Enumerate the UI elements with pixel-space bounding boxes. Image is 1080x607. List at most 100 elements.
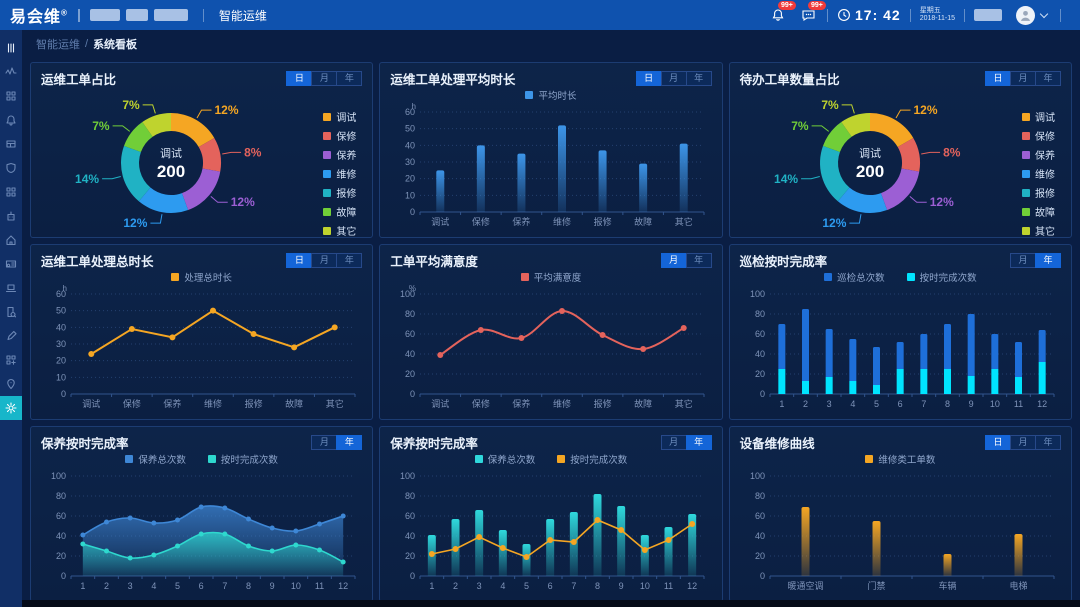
- timeframe-button[interactable]: 年: [685, 435, 712, 450]
- sidebar-item-2[interactable]: [0, 60, 22, 84]
- legend-item[interactable]: 按时完成次数: [557, 452, 627, 466]
- sidebar-item-14[interactable]: [0, 348, 22, 372]
- svg-text:3: 3: [128, 581, 133, 591]
- timeframe-button[interactable]: 年: [336, 253, 363, 268]
- timeframe-button[interactable]: 日: [635, 71, 662, 86]
- svg-text:报修: 报修: [594, 398, 612, 409]
- sidebar-item-8[interactable]: [0, 204, 22, 228]
- svg-text:80: 80: [56, 491, 66, 501]
- sidebar-item-5[interactable]: [0, 132, 22, 156]
- timeframe-button[interactable]: 年: [336, 435, 363, 450]
- timeframe-button[interactable]: 月: [311, 253, 338, 268]
- messages-button[interactable]: 99+: [798, 1, 826, 24]
- notifications-button[interactable]: 99+: [768, 1, 796, 24]
- legend-item[interactable]: 维修类工单数: [865, 452, 935, 466]
- sidebar-item-1[interactable]: [0, 36, 22, 60]
- sidebar-item-4[interactable]: [0, 108, 22, 132]
- timeframe-button[interactable]: 月: [660, 253, 687, 268]
- timeframe-button[interactable]: 月: [1010, 435, 1036, 450]
- svg-text:7: 7: [921, 399, 926, 409]
- legend-chip: [323, 188, 332, 197]
- sidebar-item-10[interactable]: [0, 252, 22, 276]
- user-avatar[interactable]: [1016, 5, 1035, 25]
- legend-item[interactable]: 平均时长: [525, 88, 577, 102]
- legend-item[interactable]: 报修: [1022, 185, 1055, 200]
- timeframe-button[interactable]: 月: [311, 71, 338, 86]
- legend-label: 报修: [1035, 189, 1055, 200]
- sidebar-item-11[interactable]: [0, 276, 22, 300]
- svg-text:80: 80: [755, 309, 765, 319]
- legend-item[interactable]: 保修: [1022, 128, 1055, 143]
- svg-text:保养: 保养: [513, 216, 531, 227]
- gear-icon: [5, 402, 17, 414]
- legend-item[interactable]: 保养总次数: [125, 452, 186, 466]
- legend-item[interactable]: 其它: [1022, 223, 1055, 237]
- legend-item[interactable]: 调试: [1022, 109, 1055, 124]
- svg-text:40: 40: [56, 531, 66, 541]
- nav-item-smart-ops[interactable]: 智能运维: [218, 8, 267, 23]
- timeframe-button[interactable]: 年: [336, 71, 363, 86]
- timeframe-button[interactable]: 日: [286, 253, 313, 268]
- divider: [964, 8, 965, 22]
- svg-text:11: 11: [1013, 399, 1022, 409]
- svg-text:20: 20: [755, 369, 765, 379]
- legend-item[interactable]: 按时完成次数: [207, 452, 278, 466]
- timeframe-button[interactable]: 年: [1035, 253, 1061, 268]
- legend-label: 调试: [1035, 113, 1055, 124]
- legend-item[interactable]: 其它: [323, 223, 356, 237]
- svg-text:调试: 调试: [82, 398, 100, 409]
- timeframe-button[interactable]: 月: [660, 71, 687, 86]
- legend-item[interactable]: 处理总时长: [171, 270, 232, 284]
- legend-chip: [906, 273, 915, 281]
- panel-2: 运维工单处理平均时长 日月年平均时长 0 10 20 30 40 50 60 调试 保修 保养 维修 报修…: [379, 62, 723, 238]
- svg-text:9: 9: [968, 399, 973, 409]
- timeframe-button[interactable]: 年: [685, 71, 712, 86]
- legend-item[interactable]: 平均满意度: [520, 270, 581, 284]
- svg-text:12: 12: [338, 581, 348, 591]
- home-icon: [6, 235, 16, 246]
- timeframe-button[interactable]: 月: [1010, 71, 1036, 86]
- legend-item[interactable]: 保养总次数: [474, 452, 535, 466]
- legend-item[interactable]: 维修: [323, 166, 356, 181]
- sidebar-item-13[interactable]: [0, 324, 22, 348]
- breadcrumb-parent[interactable]: 智能运维: [36, 39, 80, 51]
- legend-item[interactable]: 保养: [1022, 147, 1055, 162]
- panel-7: 保养按时完成率月年保养总次数 按时完成次数 0 20 40 60 80 100 1 2 3 4 5 6 7 8…: [30, 426, 374, 602]
- timeframe-button[interactable]: 月: [1010, 253, 1036, 268]
- apps-icon: [6, 187, 16, 197]
- legend-item[interactable]: 故障: [323, 204, 356, 219]
- timeframe-button[interactable]: 日: [985, 435, 1011, 450]
- sidebar-item-12[interactable]: [0, 300, 22, 324]
- svg-text:0: 0: [410, 207, 415, 217]
- legend-item[interactable]: 按时完成次数: [906, 270, 977, 284]
- sidebar-item-6[interactable]: [0, 156, 22, 180]
- sidebar-item-15[interactable]: [0, 372, 22, 396]
- legend-chip: [557, 455, 566, 463]
- timeframe-button[interactable]: 年: [1035, 435, 1061, 450]
- panel-title: 保养按时完成率: [41, 437, 129, 451]
- timeframe-button[interactable]: 日: [286, 71, 313, 86]
- legend-item[interactable]: 保养: [323, 147, 356, 162]
- legend-item[interactable]: 保修: [323, 128, 356, 143]
- sidebar-item-7[interactable]: [0, 180, 22, 204]
- dashboard-icon: [6, 91, 16, 101]
- legend-item[interactable]: 维修: [1022, 166, 1055, 181]
- chevron-down-icon[interactable]: [1039, 9, 1049, 19]
- timeframe-button[interactable]: 年: [685, 253, 712, 268]
- sidebar-item-9[interactable]: [0, 228, 22, 252]
- legend-item[interactable]: 巡检总次数: [824, 270, 885, 284]
- legend-chip: [323, 112, 332, 121]
- legend-item[interactable]: 报修: [323, 185, 356, 200]
- timeframe-button[interactable]: 日: [985, 71, 1011, 86]
- legend-item[interactable]: 调试: [323, 109, 356, 124]
- timeframe-button[interactable]: 月: [311, 435, 338, 450]
- legend-chip: [323, 207, 332, 216]
- svg-text:30: 30: [56, 339, 66, 349]
- chart-legend: 保养总次数 按时完成次数: [390, 452, 711, 466]
- sidebar-item-3[interactable]: [0, 84, 22, 108]
- svg-text:h: h: [412, 102, 416, 111]
- timeframe-button[interactable]: 月: [660, 435, 687, 450]
- sidebar-item-16[interactable]: [0, 396, 22, 420]
- legend-item[interactable]: 故障: [1022, 204, 1055, 219]
- timeframe-button[interactable]: 年: [1035, 71, 1061, 86]
